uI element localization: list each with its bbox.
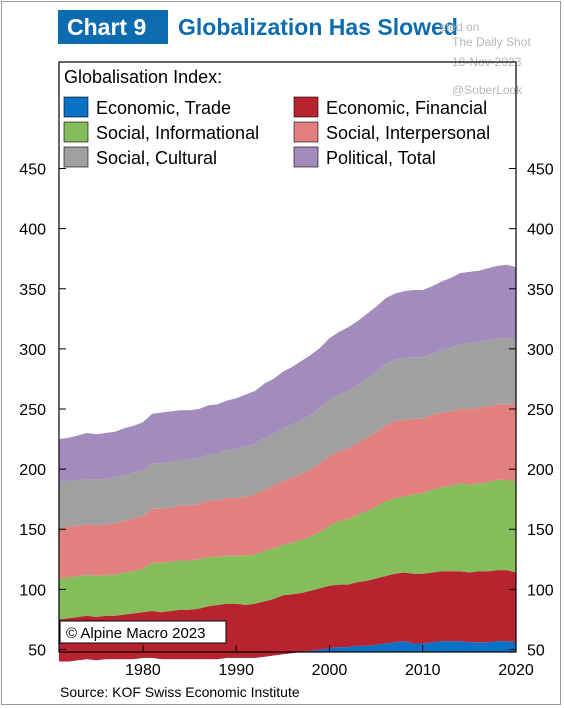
area-social-cultural: [59, 338, 516, 528]
y-tick-label-left: 100: [19, 582, 46, 599]
watermark-posted: sted on: [440, 20, 480, 34]
x-tick-label: 2000: [312, 662, 348, 679]
y-tick-label-left: 400: [19, 222, 46, 239]
plot-border: [58, 61, 517, 653]
area-social-informational: [59, 479, 516, 620]
y-tick-label-right: 250: [527, 402, 554, 419]
x-tick-label: 1990: [218, 662, 254, 679]
legend-label-social-cultural: Social, Cultural: [96, 148, 217, 168]
y-tick-label-left: 450: [19, 162, 46, 179]
y-tick-label-left: 50: [28, 642, 46, 659]
area-political-total: [59, 264, 516, 483]
x-tick-label: 1980: [125, 662, 161, 679]
y-tick-label-right: 450: [527, 162, 554, 179]
legend-swatch-social-interpersonal: [293, 121, 319, 143]
y-tick-label-right: 100: [527, 582, 554, 599]
y-axis-right: 50 100 150 200 250 300 350 400 450: [509, 162, 554, 659]
y-axis-left: 50 100 150 200 250 300 350 400 450: [19, 162, 66, 659]
copyright-box: © Alpine Macro 2023: [59, 620, 227, 644]
x-tick-label: 2020: [498, 662, 534, 679]
y-tick-label-left: 350: [19, 282, 46, 299]
y-tick-label-right: 300: [527, 342, 554, 359]
chart-title: Globalization Has Slowed: [178, 14, 458, 40]
y-tick-label-right: 400: [527, 222, 554, 239]
watermark-handle: @SoberLook: [452, 83, 523, 97]
legend-title: Globalisation Index:: [64, 67, 222, 87]
legend-label-social-informational: Social, Informational: [96, 123, 259, 143]
source-note: Source: KOF Swiss Economic Institute: [60, 684, 300, 700]
x-axis: 1980 1990 2000 2010 2020: [125, 645, 534, 679]
legend-label-political-total: Political, Total: [326, 148, 436, 168]
x-tick-label: 2010: [405, 662, 441, 679]
legend-swatch-social-informational: [63, 121, 89, 143]
legend-label-social-interpersonal: Social, Interpersonal: [326, 123, 490, 143]
y-tick-label-left: 300: [19, 342, 46, 359]
area-layer: [59, 264, 516, 662]
legend-label-economic-financial: Economic, Financial: [326, 98, 487, 118]
legend-swatch-economic-trade: [63, 96, 89, 118]
y-tick-label-right: 150: [527, 522, 554, 539]
legend: Globalisation Index: Economic, Trade Econ…: [63, 67, 490, 168]
area-social-interpersonal: [59, 404, 516, 579]
copyright-text: © Alpine Macro 2023: [66, 625, 205, 642]
legend-swatch-political-total: [293, 146, 319, 168]
watermark-source: The Daily Shot: [452, 35, 531, 49]
legend-swatch-social-cultural: [63, 146, 89, 168]
y-tick-label-left: 150: [19, 522, 46, 539]
y-tick-label-right: 50: [527, 642, 545, 659]
legend-swatch-economic-financial: [293, 96, 319, 118]
chart-number-badge: Chart 9: [58, 10, 168, 44]
y-tick-label-left: 200: [19, 462, 46, 479]
legend-label-economic-trade: Economic, Trade: [96, 98, 231, 118]
y-tick-label-right: 350: [527, 282, 554, 299]
y-tick-label-right: 200: [527, 462, 554, 479]
y-tick-label-left: 250: [19, 402, 46, 419]
